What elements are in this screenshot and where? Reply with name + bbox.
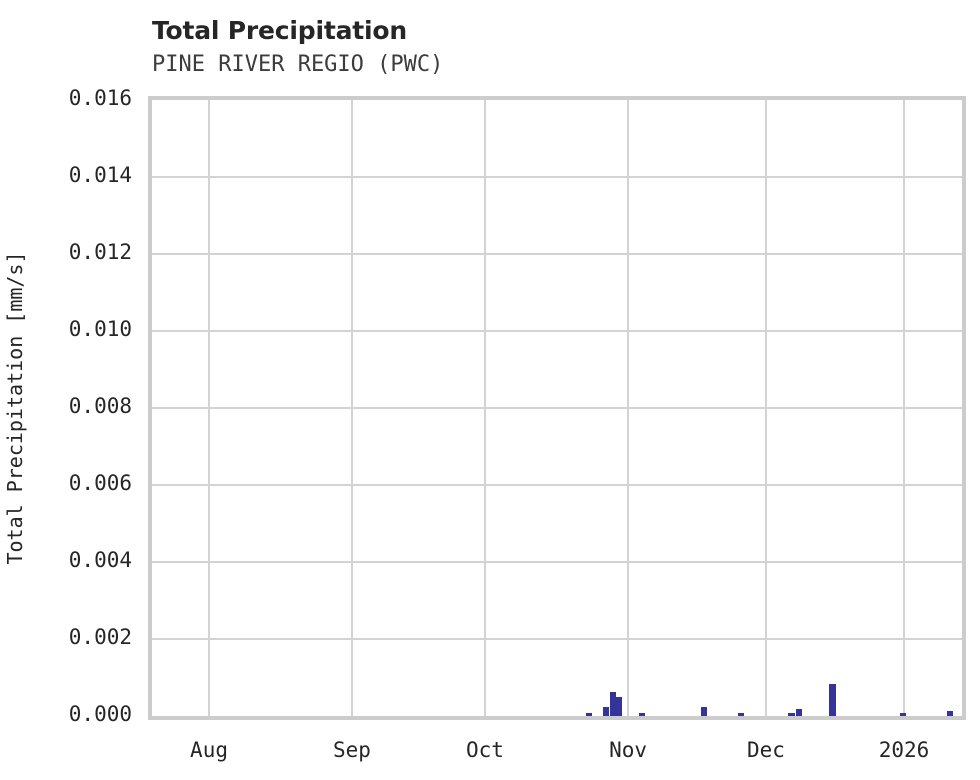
x-axis-tick-label: Sep xyxy=(333,738,371,762)
bar xyxy=(615,696,622,716)
bar xyxy=(946,711,954,716)
gridline-horizontal xyxy=(152,407,962,409)
plot-border-top xyxy=(148,96,966,100)
y-axis-tick-label: 0.004 xyxy=(68,548,132,572)
gridline-horizontal xyxy=(152,330,962,332)
gridline-vertical xyxy=(764,100,767,716)
y-axis-tick-label: 0.016 xyxy=(68,86,132,110)
bar xyxy=(701,706,707,716)
gridline-horizontal xyxy=(152,561,962,563)
bar xyxy=(738,712,745,716)
y-axis-tick-label: 0.010 xyxy=(68,317,132,341)
plot-border-bottom xyxy=(148,715,966,720)
y-axis-tick-label: 0.000 xyxy=(68,702,132,726)
chart-title: Total Precipitation xyxy=(152,16,407,45)
gridline-vertical xyxy=(350,100,353,716)
x-axis-tick-label: Dec xyxy=(747,738,785,762)
chart-subtitle: PINE RIVER REGIO (PWC) xyxy=(152,52,444,77)
y-axis-tick-label: 0.008 xyxy=(68,394,132,418)
bar xyxy=(900,712,907,716)
plot-area xyxy=(152,100,962,716)
plot-border-left xyxy=(148,96,153,720)
y-axis-tick-label: 0.006 xyxy=(68,471,132,495)
gridline-vertical xyxy=(208,100,211,716)
bar xyxy=(609,692,616,716)
x-axis-tick-label: Nov xyxy=(609,738,647,762)
gridline-vertical xyxy=(627,100,630,716)
gridline-horizontal xyxy=(152,638,962,640)
bar xyxy=(788,712,796,716)
bar xyxy=(603,706,609,716)
bar xyxy=(795,709,803,716)
y-axis-tick-label: 0.012 xyxy=(68,240,132,264)
x-axis-tick-label: Oct xyxy=(466,738,504,762)
bar xyxy=(638,712,645,716)
y-axis-tick-label: 0.014 xyxy=(68,163,132,187)
gridline-horizontal xyxy=(152,176,962,178)
x-axis-tick-label: 2026 xyxy=(878,738,930,762)
plot-border-right xyxy=(961,96,966,720)
x-axis-tick-label: Aug xyxy=(190,738,228,762)
gridline-horizontal xyxy=(152,484,962,486)
gridline-vertical xyxy=(903,100,905,716)
bar xyxy=(829,684,837,716)
y-axis-tick-label: 0.002 xyxy=(68,625,132,649)
bar xyxy=(585,712,593,716)
gridline-horizontal xyxy=(152,253,962,255)
gridline-vertical xyxy=(483,100,486,716)
